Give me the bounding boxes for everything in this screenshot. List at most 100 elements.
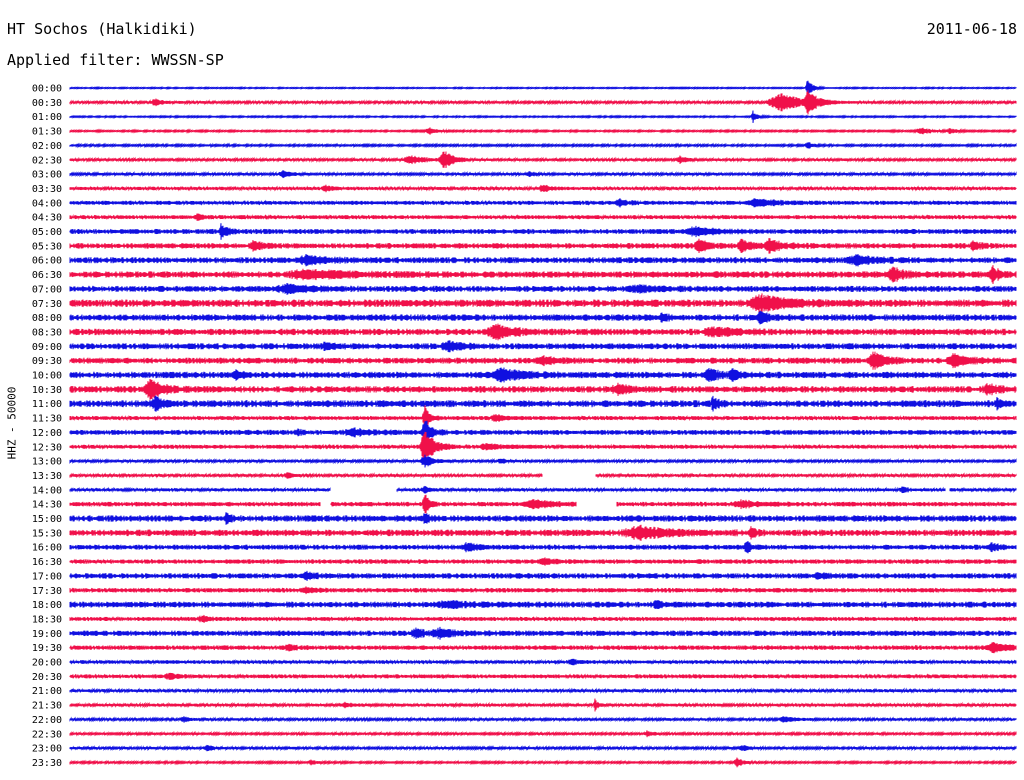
time-tick-label: 00:30: [32, 98, 62, 109]
trace-line: [69, 730, 1017, 738]
time-tick-label: 07:30: [32, 299, 62, 310]
trace-line: [69, 716, 1017, 723]
time-tick-label: 10:00: [32, 371, 62, 382]
time-tick-label: 08:30: [32, 327, 62, 338]
trace-line: [69, 110, 1017, 123]
time-tick-label: 01:30: [32, 127, 62, 138]
time-tick-label: 18:30: [32, 614, 62, 625]
time-tick-label: 13:30: [32, 471, 62, 482]
time-tick-label: 02:00: [32, 141, 62, 152]
time-tick-label: 18:00: [32, 600, 62, 611]
time-tick-label: 06:30: [32, 270, 62, 281]
trace-line: [69, 524, 1017, 541]
time-tick-label: 19:00: [32, 629, 62, 640]
time-tick-label: 04:30: [32, 213, 62, 224]
time-tick-label: 15:30: [32, 528, 62, 539]
time-tick-label: 11:30: [32, 414, 62, 425]
time-tick-label: 17:30: [32, 586, 62, 597]
time-tick-label: 23:30: [32, 758, 62, 769]
trace-line: [69, 127, 1017, 135]
time-tick-label: 19:30: [32, 643, 62, 654]
trace-line: [69, 142, 1017, 149]
trace-line: [69, 367, 1017, 383]
trace-line: [69, 340, 1017, 353]
trace-line: [69, 420, 1017, 445]
trace-line: [69, 213, 1017, 221]
time-tick-label: 21:00: [32, 686, 62, 697]
trace-line: [69, 472, 1017, 479]
time-tick-labels: 00:00 00:30 01:00 01:30 02:00 02:30 03:00 03:30…: [32, 84, 62, 769]
trace-line: [69, 642, 1017, 654]
trace-line: [69, 323, 1017, 341]
trace-line: [69, 253, 1017, 267]
trace-line: [69, 351, 1017, 370]
time-tick-label: 10:30: [32, 385, 62, 396]
time-tick-label: 20:00: [32, 658, 62, 669]
time-tick-label: 21:30: [32, 701, 62, 712]
time-tick-label: 01:00: [32, 112, 62, 123]
trace-line: [69, 90, 1017, 115]
trace-line: [69, 698, 1017, 712]
trace-line: [69, 570, 1017, 581]
seismogram-traces: [69, 80, 1017, 768]
time-tick-label: 12:30: [32, 442, 62, 453]
time-tick-label: 13:00: [32, 457, 62, 468]
trace-line: [69, 293, 1017, 314]
trace-line: [69, 687, 1017, 695]
trace-line: [69, 238, 1017, 254]
time-tick-label: 03:00: [32, 170, 62, 181]
trace-line: [69, 395, 1017, 412]
time-tick-label: 07:00: [32, 284, 62, 295]
trace-line: [69, 282, 1017, 295]
time-tick-label: 12:00: [32, 428, 62, 439]
trace-line: [69, 378, 1017, 400]
trace-line: [69, 223, 1017, 240]
trace-line: [69, 600, 1017, 610]
time-tick-label: 16:30: [32, 557, 62, 568]
trace-line: [69, 541, 1017, 554]
trace-line: [69, 198, 1017, 208]
time-tick-label: 22:00: [32, 715, 62, 726]
time-tick-label: 00:00: [32, 84, 62, 95]
time-tick-label: 16:00: [32, 543, 62, 554]
trace-line: [69, 614, 1017, 623]
trace-line: [69, 626, 1017, 640]
trace-line: [69, 658, 1017, 666]
time-tick-label: 05:30: [32, 241, 62, 252]
time-tick-label: 11:00: [32, 399, 62, 410]
trace-line: [69, 494, 1017, 514]
trace-line: [69, 184, 1017, 193]
trace-line: [69, 170, 1017, 179]
time-tick-label: 04:00: [32, 198, 62, 209]
trace-line: [69, 265, 1017, 285]
trace-line: [69, 485, 1017, 494]
trace-line: [69, 586, 1017, 595]
time-tick-label: 15:00: [32, 514, 62, 525]
trace-line: [69, 757, 1017, 768]
time-tick-label: 22:30: [32, 729, 62, 740]
trace-line: [69, 80, 1017, 96]
time-tick-label: 09:30: [32, 356, 62, 367]
trace-line: [69, 512, 1017, 525]
date-label: 2011-06-18: [926, 20, 1017, 38]
trace-line: [69, 405, 1017, 431]
trace-line: [69, 557, 1017, 566]
filter-label: Applied filter: WWSSN-SP: [7, 51, 224, 69]
trace-line: [69, 310, 1017, 325]
time-tick-label: 14:30: [32, 500, 62, 511]
time-tick-label: 17:00: [32, 571, 62, 582]
time-tick-label: 23:00: [32, 744, 62, 755]
time-tick-label: 05:00: [32, 227, 62, 238]
trace-line: [69, 672, 1017, 680]
time-tick-label: 08:00: [32, 313, 62, 324]
trace-line: [69, 151, 1017, 169]
time-tick-label: 02:30: [32, 155, 62, 166]
trace-line: [69, 454, 1017, 468]
trace-line: [69, 744, 1017, 752]
time-tick-label: 09:00: [32, 342, 62, 353]
time-tick-label: 06:00: [32, 256, 62, 267]
trace-line: [69, 431, 1017, 462]
time-tick-label: 20:30: [32, 672, 62, 683]
page-title: HT Sochos (Halkidiki): [7, 20, 197, 38]
